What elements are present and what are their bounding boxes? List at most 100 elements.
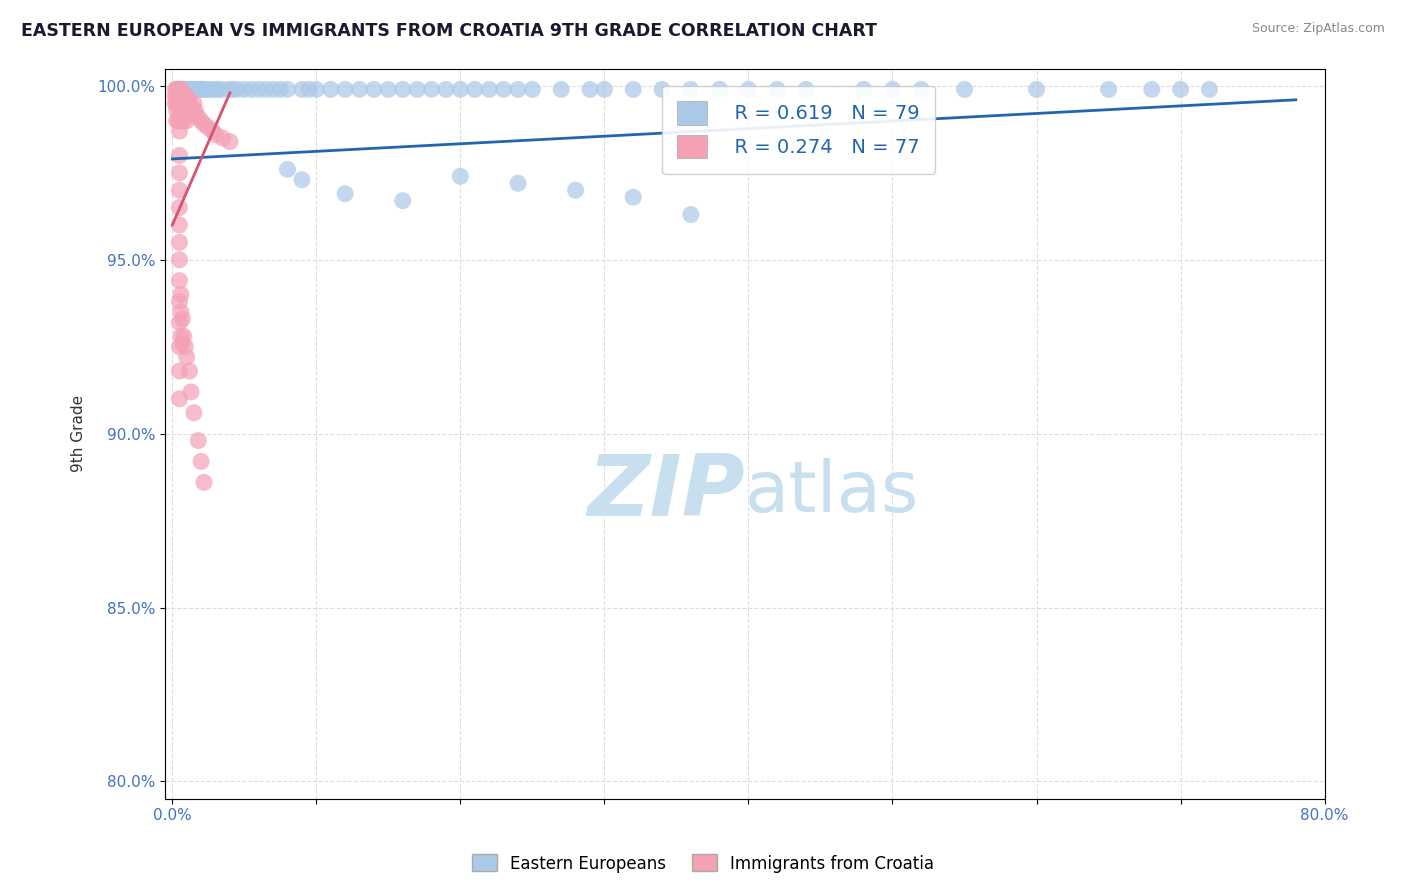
Text: EASTERN EUROPEAN VS IMMIGRANTS FROM CROATIA 9TH GRADE CORRELATION CHART: EASTERN EUROPEAN VS IMMIGRANTS FROM CROA…	[21, 22, 877, 40]
Point	[211, 82, 233, 96]
Point	[169, 82, 191, 96]
Point	[183, 406, 205, 420]
Point	[193, 82, 215, 96]
Point	[1025, 82, 1047, 96]
Point	[953, 82, 976, 96]
Point	[172, 336, 194, 351]
Point	[211, 131, 233, 145]
Point	[169, 100, 191, 114]
Point	[506, 176, 529, 190]
Point	[176, 89, 198, 103]
Point	[391, 82, 413, 96]
Point	[187, 434, 209, 448]
Point	[434, 82, 457, 96]
Point	[200, 82, 222, 96]
Point	[169, 124, 191, 138]
Point	[247, 82, 270, 96]
Point	[181, 103, 204, 118]
Point	[197, 120, 219, 135]
Legend: Eastern Europeans, Immigrants from Croatia: Eastern Europeans, Immigrants from Croat…	[465, 847, 941, 880]
Point	[173, 89, 195, 103]
Point	[298, 82, 321, 96]
Point	[737, 82, 759, 96]
Point	[169, 86, 191, 100]
Point	[177, 93, 200, 107]
Point	[464, 82, 486, 96]
Point	[169, 183, 191, 197]
Point	[176, 113, 198, 128]
Point	[169, 166, 191, 180]
Point	[219, 135, 242, 149]
Point	[181, 82, 204, 96]
Point	[219, 82, 242, 96]
Point	[363, 82, 385, 96]
Point	[174, 82, 197, 96]
Point	[170, 287, 193, 301]
Point	[172, 311, 194, 326]
Point	[169, 340, 191, 354]
Point	[191, 82, 214, 96]
Point	[173, 113, 195, 128]
Point	[910, 82, 932, 96]
Point	[766, 82, 789, 96]
Point	[169, 315, 191, 329]
Point	[179, 82, 201, 96]
Point	[167, 113, 190, 128]
Point	[319, 82, 342, 96]
Point	[172, 82, 194, 96]
Point	[449, 82, 471, 96]
Point	[564, 183, 586, 197]
Point	[852, 82, 875, 96]
Point	[172, 96, 194, 111]
Point	[193, 475, 215, 490]
Point	[169, 113, 191, 128]
Point	[522, 82, 544, 96]
Point	[169, 294, 191, 309]
Point	[262, 82, 284, 96]
Point	[177, 106, 200, 120]
Point	[179, 96, 201, 111]
Point	[679, 208, 702, 222]
Point	[169, 201, 191, 215]
Point	[169, 252, 191, 267]
Point	[276, 82, 298, 96]
Point	[165, 82, 187, 96]
Point	[201, 124, 224, 138]
Point	[180, 384, 202, 399]
Point	[478, 82, 501, 96]
Point	[169, 218, 191, 232]
Point	[167, 96, 190, 111]
Point	[187, 110, 209, 124]
Point	[170, 113, 193, 128]
Point	[173, 329, 195, 343]
Point	[176, 82, 198, 96]
Point	[167, 82, 190, 96]
Point	[165, 89, 187, 103]
Point	[166, 82, 188, 96]
Point	[333, 186, 356, 201]
Point	[169, 148, 191, 162]
Point	[165, 96, 187, 111]
Point	[167, 82, 190, 96]
Point	[176, 350, 198, 364]
Point	[169, 274, 191, 288]
Point	[170, 82, 193, 96]
Point	[291, 82, 314, 96]
Point	[291, 173, 314, 187]
Point	[882, 82, 904, 96]
Point	[240, 82, 263, 96]
Point	[172, 110, 194, 124]
Point	[222, 82, 245, 96]
Point	[166, 113, 188, 128]
Point	[1097, 82, 1119, 96]
Point	[449, 169, 471, 184]
Point	[621, 190, 644, 204]
Point	[179, 364, 201, 378]
Point	[174, 103, 197, 118]
Point	[169, 106, 191, 120]
Point	[391, 194, 413, 208]
Point	[166, 103, 188, 118]
Point	[169, 392, 191, 406]
Point	[174, 340, 197, 354]
Point	[406, 82, 429, 96]
